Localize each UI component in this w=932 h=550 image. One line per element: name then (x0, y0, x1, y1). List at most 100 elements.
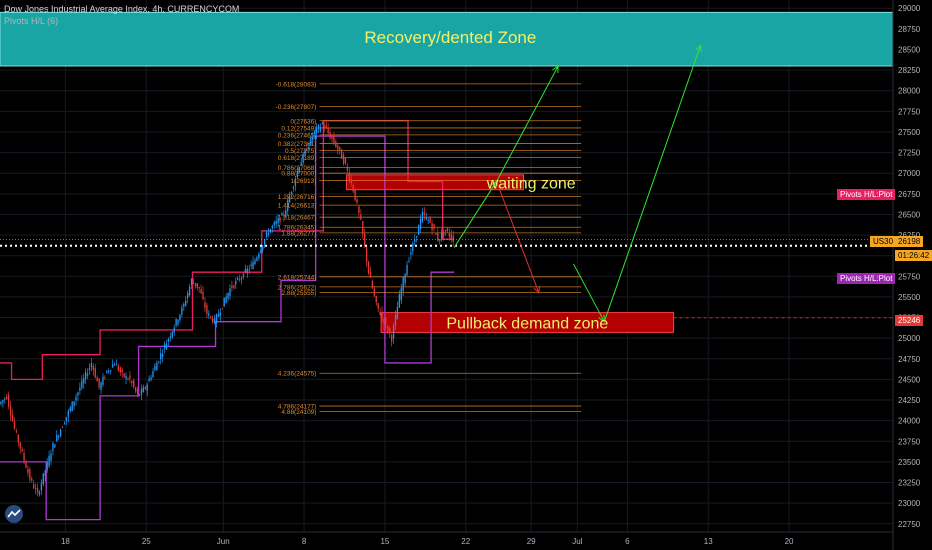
symbol-title[interactable]: Dow Jones Industrial Average Index, 4h, … (4, 4, 240, 14)
candle-body (337, 145, 339, 150)
price-tick-label: 23750 (898, 437, 921, 446)
candle-body (364, 233, 366, 246)
candle-body (317, 125, 320, 129)
fib-label: 0.236(27465) (278, 132, 317, 139)
candle-body (298, 167, 300, 173)
fib-label: 1.786(26345) (278, 225, 317, 232)
indicator-title[interactable]: Pivots H/L (6) (4, 16, 59, 26)
candle-body (375, 295, 377, 303)
arrows-layer (453, 44, 702, 323)
candle-body (237, 277, 239, 280)
candle-body (223, 297, 225, 307)
time-tick-label: 15 (380, 537, 389, 546)
candle-body (208, 313, 210, 316)
candle-body (7, 394, 10, 407)
candle-body (404, 274, 406, 284)
candle-body (433, 224, 435, 229)
candle-body (437, 232, 439, 241)
candles-layer (0, 121, 454, 497)
candle-body (325, 125, 327, 129)
candle-body (439, 239, 441, 241)
candle-body (287, 199, 289, 211)
candle-body (42, 473, 44, 485)
arrow-green-up-1 (453, 181, 497, 248)
candle-body (414, 239, 416, 243)
arrow-red-down (496, 181, 540, 293)
tradingview-logo-icon[interactable] (5, 505, 23, 523)
candle-body (310, 137, 312, 145)
candle-body (423, 212, 426, 215)
candle-body (108, 370, 110, 372)
candle-body (171, 331, 173, 338)
candle-body (308, 146, 310, 149)
price-tick-label: 28000 (898, 87, 921, 96)
candle-body (448, 232, 451, 237)
candle-body (340, 149, 343, 159)
candle-body (262, 245, 264, 251)
zone-label-recovery: Recovery/dented Zone (364, 28, 536, 47)
candle-body (84, 372, 87, 380)
candle-body (285, 210, 287, 218)
candle-body (25, 462, 27, 468)
candle-body (258, 253, 260, 259)
candle-body (19, 442, 21, 449)
candle-body (425, 216, 427, 220)
time-tick-label: Jun (217, 537, 230, 546)
candle-body (127, 378, 129, 380)
fib-label: 1.272(26716) (278, 194, 317, 201)
price-tick-label: 28500 (898, 45, 921, 54)
candle-body (206, 304, 208, 314)
price-tick-label: 22750 (898, 520, 921, 529)
candle-body (181, 307, 183, 315)
candle-body (177, 319, 179, 325)
candle-body (329, 132, 331, 139)
candle-body (271, 225, 274, 228)
candle-body (417, 225, 420, 235)
candle-body (444, 229, 447, 232)
candle-body (244, 268, 247, 273)
candle-body (52, 442, 54, 451)
fib-label: 0.5(27275) (285, 148, 316, 155)
candle-body (260, 250, 262, 253)
candle-body (389, 327, 391, 334)
candle-body (23, 452, 25, 461)
price-tick-label: 26500 (898, 210, 921, 219)
candle-body (387, 326, 389, 332)
candle-body (394, 314, 397, 326)
candle-body (385, 319, 387, 324)
price-tick-label: 28750 (898, 25, 921, 34)
candle-body (279, 217, 281, 222)
candle-body (290, 191, 293, 195)
fib-label: 4.786(24177) (278, 404, 317, 411)
candle-body (11, 414, 14, 422)
candle-body (46, 461, 48, 471)
candle-body (83, 378, 85, 384)
candle-body (185, 300, 187, 306)
candle-body (369, 272, 372, 278)
candle-body (13, 421, 16, 429)
candle-body (38, 491, 41, 495)
candle-body (321, 123, 324, 125)
candle-body (190, 279, 193, 285)
last-price-badge: 26198 (895, 236, 924, 247)
candle-body (31, 478, 33, 481)
candle-body (125, 375, 127, 379)
candle-body (400, 288, 402, 301)
pivot-high-line (0, 120, 455, 381)
candle-body (152, 371, 154, 377)
candle-body (150, 377, 152, 380)
candle-body (381, 311, 383, 318)
candle-body (146, 384, 148, 391)
candle-body (156, 362, 158, 371)
fib-label: -0.236(27807) (276, 104, 317, 111)
candle-body (371, 280, 374, 289)
candle-body (210, 316, 212, 318)
candle-body (240, 277, 243, 280)
candle-body (100, 382, 102, 390)
candle-body (350, 179, 352, 184)
candle-body (104, 377, 106, 379)
candle-body (142, 387, 145, 393)
candle-body (163, 344, 166, 349)
pivots-layer (0, 120, 455, 521)
